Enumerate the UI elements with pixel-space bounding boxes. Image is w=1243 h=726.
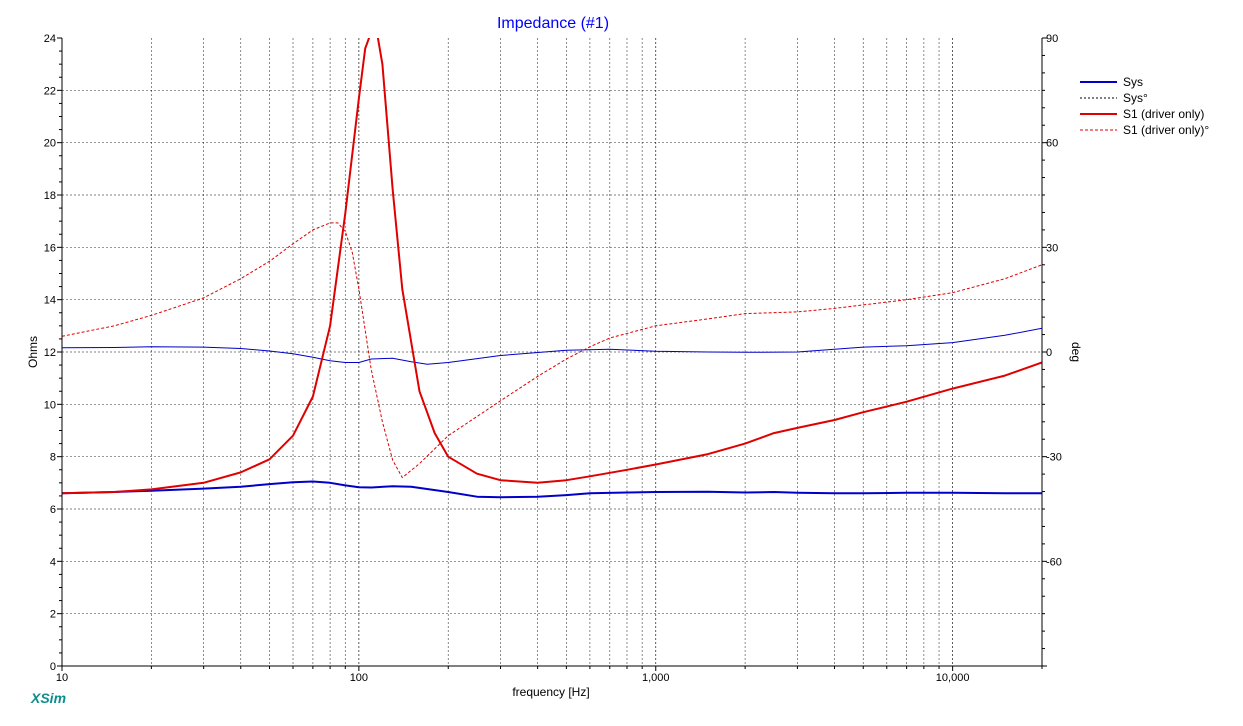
legend-label: Sys: [1123, 75, 1143, 89]
y-tick-label: 14: [44, 295, 56, 307]
y2-tick-label: 90: [1046, 33, 1058, 45]
y-tick-label: 8: [50, 452, 56, 464]
series-line-sys-phase: [62, 327, 1042, 365]
chart-title: Impedance (#1): [497, 15, 609, 32]
y-tick-label: 22: [44, 85, 56, 97]
y-tick-label: 4: [50, 556, 56, 568]
y-tick-label: 24: [44, 33, 56, 45]
legend-label: S1 (driver only)°: [1123, 123, 1209, 137]
legend: Sys Sys° S1 (driver only) S1 (driver only)°: [1080, 75, 1209, 137]
y-tick-label: 0: [50, 661, 56, 673]
series-line-sys: [62, 480, 1042, 499]
series-line-s1-driver-only-phase: [62, 222, 1042, 479]
y2-tick-label: 30: [1046, 242, 1058, 254]
y-tick-label: 18: [44, 190, 56, 202]
y2-axis-title: deg: [1069, 342, 1083, 362]
y-tick-label: 10: [44, 399, 56, 411]
y2-tick-label: 0: [1046, 347, 1052, 359]
plot-area: [62, 38, 1042, 666]
y-tick-label: 6: [50, 504, 56, 516]
x-tick-label: 100: [350, 672, 368, 684]
series-layer: [62, 38, 1042, 499]
y-tick-label: 2: [50, 609, 56, 621]
legend-label: S1 (driver only): [1123, 107, 1204, 121]
y2-tick-label: 60: [1046, 138, 1058, 150]
y-tick-label: 16: [44, 242, 56, 254]
xsim-logo: XSim: [30, 690, 66, 706]
x-tick-label: 1,000: [642, 672, 670, 684]
y-tick-label: 12: [44, 347, 56, 359]
series-line-s1-driver-only: [62, 38, 1042, 495]
y-tick-label: 20: [44, 138, 56, 150]
x-tick-label: 10,000: [936, 672, 970, 684]
x-axis-title: frequency [Hz]: [512, 685, 589, 699]
y2-tick-label: -60: [1046, 556, 1062, 568]
y2-tick-label: -30: [1046, 452, 1062, 464]
x-tick-label: 10: [56, 672, 68, 684]
legend-label: Sys°: [1123, 91, 1148, 105]
y-axis-title: Ohms: [26, 336, 40, 368]
